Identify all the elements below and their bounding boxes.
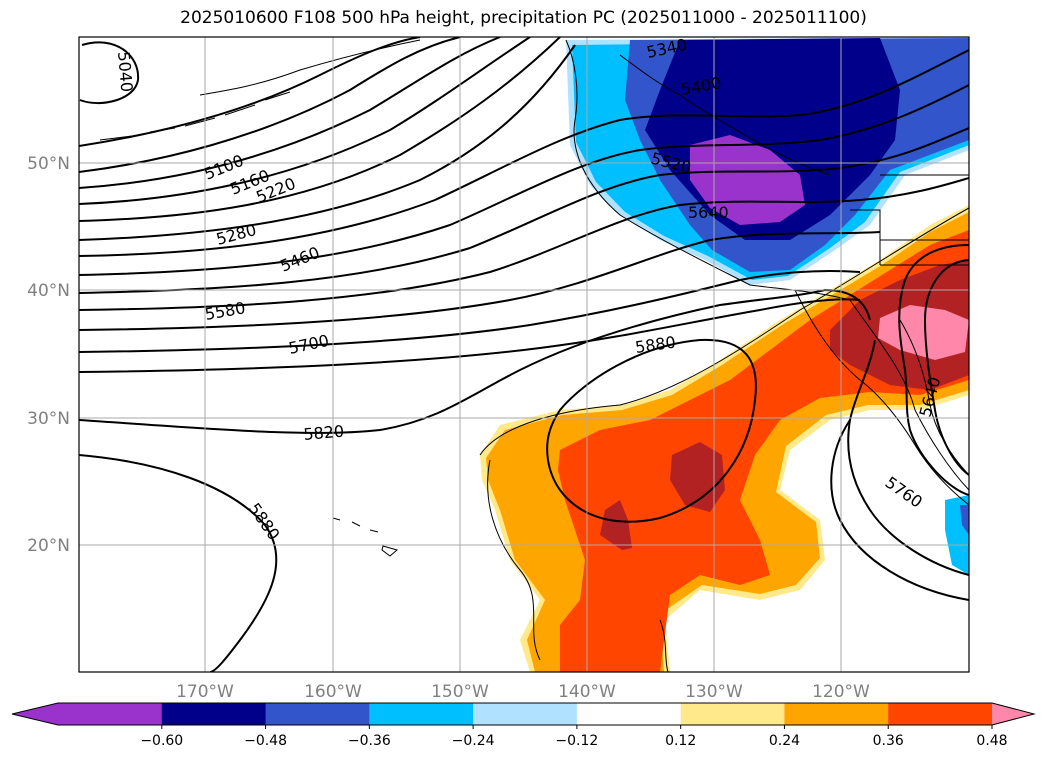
map-title: 2025010600 F108 500 hPa height, precipit… xyxy=(180,8,867,28)
colorbar-tick-label: −0.12 xyxy=(555,733,598,749)
lon-label-130w: 130°W xyxy=(685,682,743,702)
lon-label-160w: 160°W xyxy=(304,682,362,702)
colorbar-swatch xyxy=(58,703,163,725)
lon-label-150w: 150°W xyxy=(431,682,489,702)
colorbar-tick-label: 0.36 xyxy=(873,733,904,749)
lat-label-30n: 30°N xyxy=(27,409,70,429)
graticule xyxy=(79,37,969,672)
colorbar-swatch xyxy=(576,703,682,725)
coastlines xyxy=(99,39,969,672)
colorbar: −0.60 −0.48 −0.36 −0.24 −0.12 0.12 0.24 0.36 0.4… xyxy=(11,702,1036,749)
contour-label-5820: 5820 xyxy=(303,422,345,444)
colorbar-swatch xyxy=(784,703,889,725)
positive-anomaly-shading xyxy=(480,205,969,672)
colorbar-swatch xyxy=(473,703,578,725)
colorbar-tick-label: −0.60 xyxy=(140,733,183,749)
colorbar-tick-label: −0.36 xyxy=(348,733,391,749)
negative-anomaly-shading xyxy=(566,37,969,285)
colorbar-swatch xyxy=(369,703,474,725)
colorbar-swatch xyxy=(680,703,785,725)
lon-label-170w: 170°W xyxy=(176,682,234,702)
lat-label-20n: 20°N xyxy=(27,536,70,556)
latitude-labels: 50°N 40°N 30°N 20°N xyxy=(27,154,70,556)
colorbar-tick-label: −0.24 xyxy=(452,733,495,749)
contour-label-5640-north: 5640 xyxy=(688,203,729,222)
longitude-labels: 170°W 160°W 150°W 140°W 130°W 120°W xyxy=(176,682,870,702)
map-frame xyxy=(78,36,970,673)
height-contours xyxy=(79,37,969,672)
colorbar-swatch xyxy=(265,703,370,725)
colorbar-outline xyxy=(11,702,1036,726)
lon-label-120w: 120°W xyxy=(812,682,870,702)
lat-label-40n: 40°N xyxy=(27,281,70,301)
map-plot-area: 5040 5100 5160 5220 5280 5460 5580 5700 … xyxy=(79,37,969,672)
colorbar-tick-label: 0.48 xyxy=(976,733,1007,749)
lat-label-50n: 50°N xyxy=(27,154,70,174)
colorbar-swatch xyxy=(888,703,993,725)
lon-label-140w: 140°W xyxy=(558,682,616,702)
colorbar-tick-label: 0.12 xyxy=(665,733,696,749)
colorbar-extend-high xyxy=(992,703,1034,725)
colorbar-extend-low xyxy=(12,703,58,725)
colorbar-tick-label: −0.48 xyxy=(244,733,287,749)
contour-label-5040: 5040 xyxy=(114,51,136,93)
colorbar-swatch xyxy=(161,703,267,725)
colorbar-tick-label: 0.24 xyxy=(769,733,800,749)
